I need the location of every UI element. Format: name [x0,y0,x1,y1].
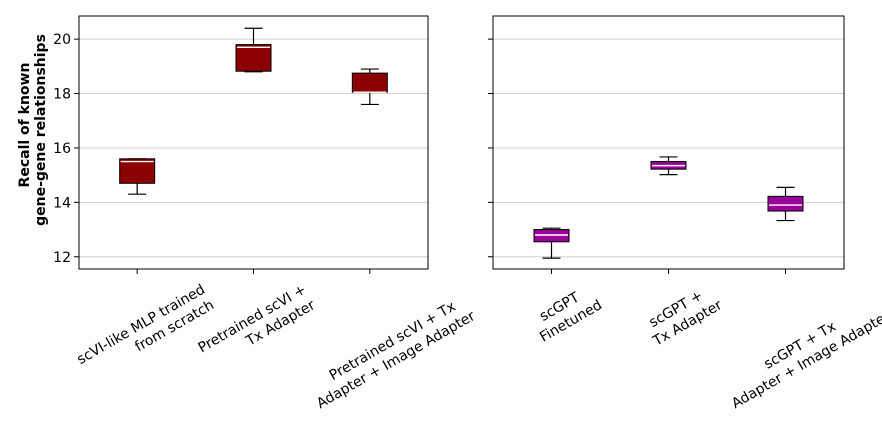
x-category-label: scGPTFinetuned [528,282,605,346]
y-axis-title-line-1: Recall of known [17,63,33,188]
box-group [119,158,156,195]
x-category-label: scVI-like MLP trainedfrom scratch [74,282,217,384]
box-group [351,68,388,106]
box-group [533,227,570,259]
box-body [351,72,388,93]
box-group [767,186,804,222]
box-body [119,158,156,184]
y-axis-title-line-2: gene-gene relationships [33,34,49,226]
x-category-label-line: Adapter + Image Adapter [729,308,882,412]
y-tick-label: 12 [53,250,71,266]
x-category-label: scGPT + TxAdapter + Image Adapter [720,292,882,412]
y-tick-label: 18 [53,87,71,103]
x-category-label: Pretrained scVI + TxAdapter + Image Adap… [305,292,478,412]
box-body [235,44,272,72]
y-tick-label: 14 [53,195,71,211]
y-tick-label: 20 [53,32,71,48]
axes-frame [492,15,845,270]
box-group [235,27,272,73]
left-panel: 12 14 16 18 20 scVI-like MLP trainedfrom scra… [53,15,478,412]
axes-frame [78,15,429,270]
x-category-label-line: Adapter + Image Adapter [314,308,478,412]
x-category-label: scGPT +Tx Adapter [641,281,726,349]
box-group [650,156,687,176]
box-body [767,195,804,212]
y-tick-label: 16 [53,141,71,157]
x-category-label: Pretrained scVI +Tx Adapter [196,281,319,371]
right-panel: scGPTFinetuned scGPT +Tx Adapter scGPT + T… [488,15,882,412]
